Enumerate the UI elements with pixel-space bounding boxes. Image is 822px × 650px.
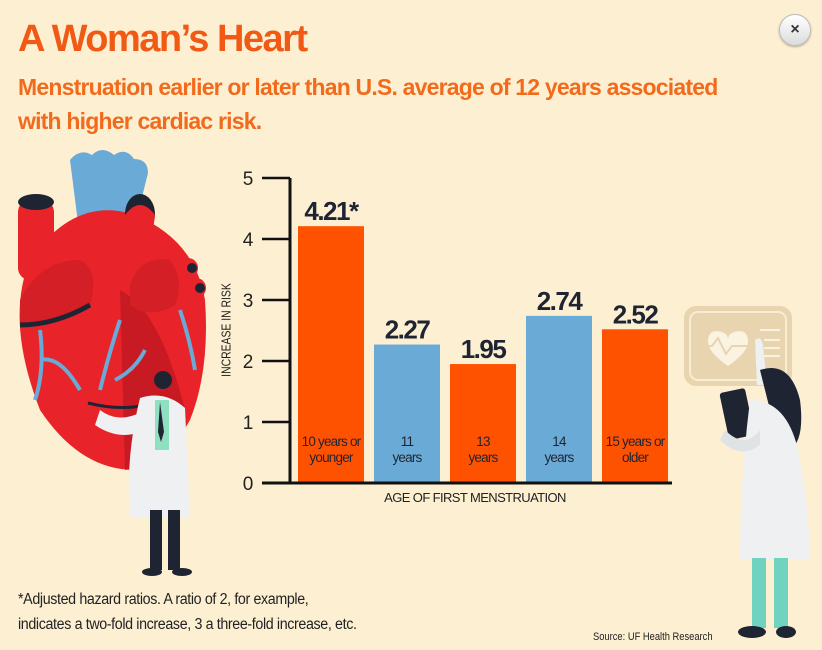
close-button[interactable]: ×	[779, 14, 811, 46]
y-tick-label-3: 3	[243, 291, 254, 312]
category-label-2: years	[392, 450, 422, 465]
heart-doctor-illustration	[18, 150, 207, 576]
category-label-3: years	[468, 450, 498, 465]
doctor-monitor-illustration	[684, 306, 810, 638]
page-title: A Woman’s Heart	[18, 18, 308, 60]
source-credit: Source: UF Health Research	[593, 631, 713, 643]
data-label-3: 1.95	[461, 334, 507, 364]
y-tick-label-0: 0	[243, 474, 254, 495]
bar-5	[602, 329, 668, 483]
y-tick-label-4: 4	[243, 230, 254, 251]
category-label-4: years	[544, 450, 574, 465]
footnote: *Adjusted hazard ratios. A ratio of 2, f…	[18, 587, 357, 637]
page-subtitle: Menstruation earlier or later than U.S. …	[18, 74, 718, 134]
data-label-4: 2.74	[537, 286, 584, 316]
y-tick-label-1: 1	[243, 413, 254, 434]
data-label-2: 2.27	[385, 315, 431, 345]
footnote-line-2: indicates a two-fold increase, 3 a three…	[18, 616, 357, 633]
close-icon: ×	[790, 21, 800, 38]
y-tick-label-2: 2	[243, 352, 254, 373]
bar-1	[298, 226, 364, 483]
data-label-1: 4.21*	[304, 196, 360, 226]
female-doctor-icon	[719, 338, 810, 638]
category-label-5: older	[622, 450, 649, 465]
category-label-2: 11	[401, 434, 414, 449]
doctor-figure-icon	[87, 371, 192, 576]
bar-2	[374, 344, 440, 483]
bar-3	[450, 364, 516, 483]
category-label-1: 10 years or	[302, 434, 362, 449]
y-axis-title: INCREASE IN RISK	[218, 283, 234, 377]
footnote-line-1: *Adjusted hazard ratios. A ratio of 2, f…	[18, 591, 309, 608]
y-tick-label-5: 5	[243, 169, 254, 190]
category-label-4: 14	[552, 434, 567, 449]
bar-4	[526, 315, 592, 483]
category-label-1: younger	[309, 450, 353, 465]
x-axis-title: AGE OF FIRST MENSTRUATION	[384, 490, 566, 505]
category-label-5: 15 years or	[606, 434, 666, 449]
category-label-3: 13	[476, 434, 490, 449]
data-label-5: 2.52	[613, 299, 659, 329]
